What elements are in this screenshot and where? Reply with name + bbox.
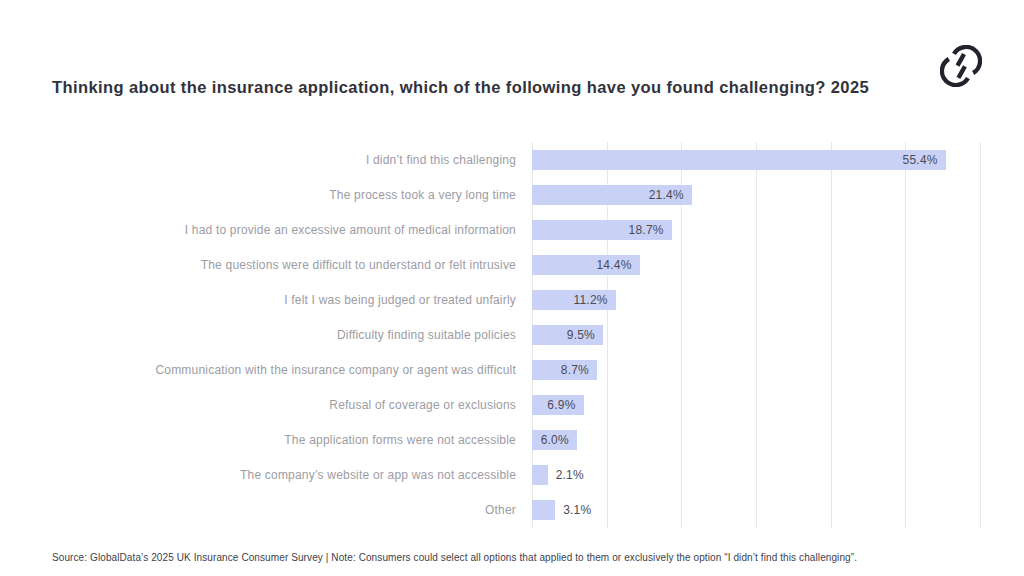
bar-row: I felt I was being judged or treated unf… <box>0 282 1024 317</box>
bar-area: 21.4% <box>532 185 1024 205</box>
bar-area: 14.4% <box>532 255 1024 275</box>
value-label: 21.4% <box>532 185 692 205</box>
category-label: Refusal of coverage or exclusions <box>0 398 516 412</box>
value-label: 55.4% <box>532 150 946 170</box>
bar: 9.5% <box>532 325 603 345</box>
category-label: The application forms were not accessibl… <box>0 433 516 447</box>
bar-row: The process took a very long time 21.4% <box>0 177 1024 212</box>
category-label: Difficulty finding suitable policies <box>0 328 516 342</box>
bar-row: Difficulty finding suitable policies 9.5% <box>0 317 1024 352</box>
bar-row: The company’s website or app was not acc… <box>0 458 1024 493</box>
bar: 8.7% <box>532 360 597 380</box>
value-label: 6.0% <box>532 430 577 450</box>
category-label: I felt I was being judged or treated unf… <box>0 293 516 307</box>
bar-row: I didn’t find this challenging 55.4% <box>0 142 1024 177</box>
bar-area: 9.5% <box>532 325 1024 345</box>
value-label: 3.1% <box>563 500 591 520</box>
bar-row: The questions were difficult to understa… <box>0 247 1024 282</box>
bar: 18.7% <box>532 220 672 240</box>
bar <box>532 500 555 520</box>
category-label: I had to provide an excessive amount of … <box>0 223 516 237</box>
source-note: Source: GlobalData’s 2025 UK Insurance C… <box>52 552 992 563</box>
globaldata-logo-icon <box>940 45 982 87</box>
bar-row: The application forms were not accessibl… <box>0 423 1024 458</box>
bar-area: 2.1% <box>532 465 1024 485</box>
value-label: 8.7% <box>532 360 597 380</box>
bar-rows: I didn’t find this challenging 55.4% The p… <box>0 142 1024 528</box>
value-label: 9.5% <box>532 325 603 345</box>
category-label: The process took a very long time <box>0 188 516 202</box>
category-label: The questions were difficult to understa… <box>0 258 516 272</box>
bar: 55.4% <box>532 150 946 170</box>
bar: 6.9% <box>532 395 584 415</box>
bar-row: I had to provide an excessive amount of … <box>0 212 1024 247</box>
bar <box>532 465 548 485</box>
value-label: 2.1% <box>556 465 584 485</box>
value-label: 14.4% <box>532 255 640 275</box>
bar-area: 18.7% <box>532 220 1024 240</box>
bar-row: Other 3.1% <box>0 493 1024 528</box>
chart-title: Thinking about the insurance application… <box>52 78 932 97</box>
bar: 14.4% <box>532 255 640 275</box>
bar-area: 8.7% <box>532 360 1024 380</box>
bar-area: 3.1% <box>532 500 1024 520</box>
bar: 11.2% <box>532 290 616 310</box>
bar-area: 6.0% <box>532 430 1024 450</box>
category-label: The company’s website or app was not acc… <box>0 468 516 482</box>
bar-row: Communication with the insurance company… <box>0 352 1024 387</box>
category-label: Communication with the insurance company… <box>0 363 516 377</box>
bar-row: Refusal of coverage or exclusions 6.9% <box>0 388 1024 423</box>
bar-chart: I didn’t find this challenging 55.4% The p… <box>0 142 1024 528</box>
bar: 21.4% <box>532 185 692 205</box>
category-label: I didn’t find this challenging <box>0 153 516 167</box>
category-label: Other <box>0 503 516 517</box>
bar-area: 6.9% <box>532 395 1024 415</box>
slide: Thinking about the insurance application… <box>0 0 1024 576</box>
bar-area: 11.2% <box>532 290 1024 310</box>
value-label: 11.2% <box>532 290 616 310</box>
value-label: 18.7% <box>532 220 672 240</box>
value-label: 6.9% <box>532 395 584 415</box>
bar: 6.0% <box>532 430 577 450</box>
bar-area: 55.4% <box>532 150 1024 170</box>
